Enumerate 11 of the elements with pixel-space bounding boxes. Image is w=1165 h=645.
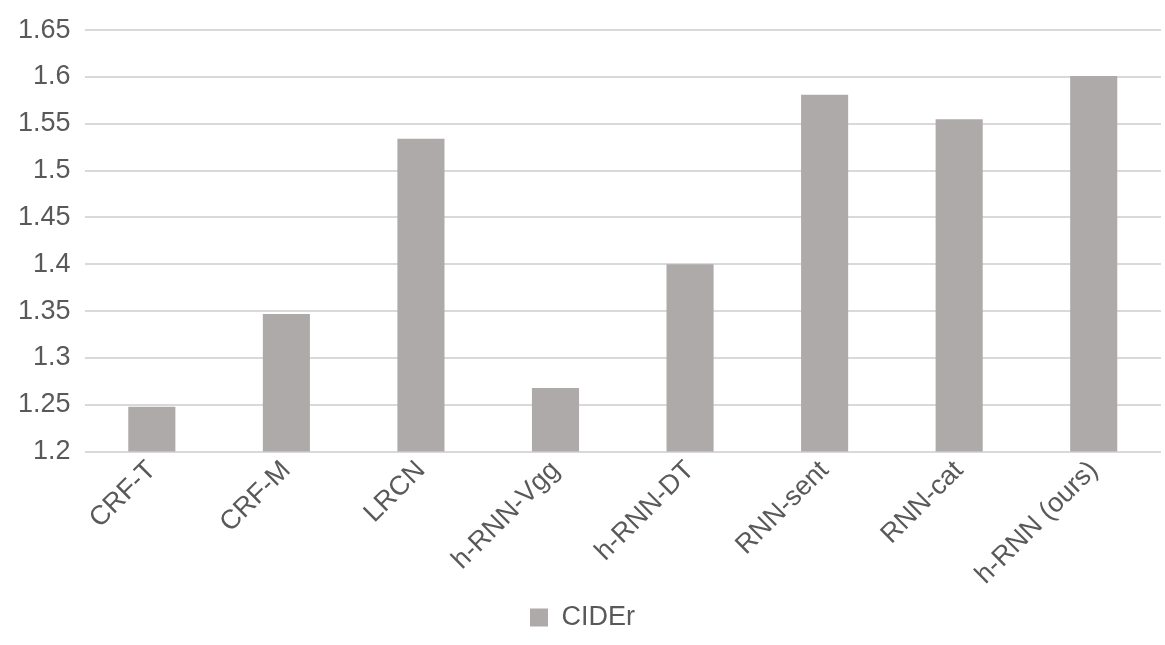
y-tick-label: 1.35 <box>17 294 71 325</box>
y-tick-label: 1.6 <box>33 60 71 91</box>
y-tick-label: 1.65 <box>17 13 71 44</box>
y-tick-label: 1.4 <box>33 247 71 278</box>
y-tick-label: 1.3 <box>33 341 71 372</box>
y-tick-label: 1.55 <box>17 107 71 138</box>
y-tick-label: 1.45 <box>17 200 71 231</box>
legend-label: CIDEr <box>561 600 636 631</box>
y-tick-label: 1.25 <box>17 388 71 419</box>
y-tick-label: 1.2 <box>33 435 71 466</box>
y-tick-label: 1.5 <box>33 154 71 185</box>
